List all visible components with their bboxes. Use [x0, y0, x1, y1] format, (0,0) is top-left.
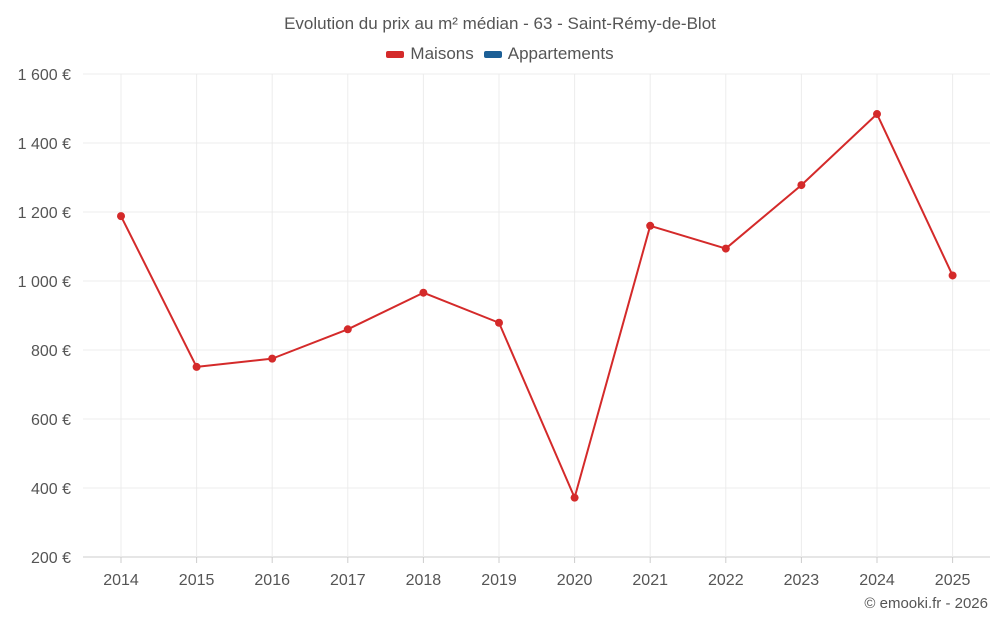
x-tick-label: 2019 [481, 572, 517, 589]
x-tick-label: 2022 [708, 572, 744, 589]
axis-layer: 200 € 400 € 600 € 800 € 1 000 € 1 200 € 1 400 … [18, 67, 971, 589]
data-point [570, 493, 579, 502]
chart-title: Evolution du prix au m² médian - 63 - Sa… [284, 14, 716, 33]
legend-swatch-maisons [386, 50, 405, 58]
x-tick-label: 2015 [179, 572, 215, 589]
legend-item-maisons[interactable]: Maisons [386, 44, 474, 64]
y-tick-label: 600 € [31, 412, 71, 429]
credit-text: © emooki.fr - 2026 [864, 595, 988, 612]
x-tick-label: 2025 [935, 572, 971, 589]
x-tick-label: 2017 [330, 572, 366, 589]
y-tick-label: 400 € [31, 481, 71, 498]
data-point [873, 110, 881, 119]
x-tick-label: 2021 [632, 572, 668, 589]
y-tick-label: 1 200 € [18, 205, 71, 222]
data-point [343, 325, 352, 334]
y-tick-label: 800 € [31, 343, 71, 360]
x-tick-label: 2018 [406, 572, 442, 589]
data-point [646, 221, 655, 230]
data-point [419, 288, 428, 297]
data-point [192, 362, 201, 371]
y-tick-label: 1 600 € [18, 67, 71, 84]
x-tick-label: 2020 [557, 572, 593, 589]
x-tick-label: 2014 [103, 572, 139, 589]
x-tick-label: 2024 [859, 572, 895, 589]
data-point [948, 271, 957, 280]
data-point [721, 244, 730, 253]
legend-label-maisons: Maisons [410, 44, 474, 63]
legend-label-appartements: Appartements [507, 44, 614, 63]
data-point [495, 318, 503, 327]
legend-item-appartements[interactable]: Appartements [483, 44, 614, 64]
x-tick-label: 2023 [784, 572, 820, 589]
y-tick-label: 1 400 € [18, 136, 71, 153]
x-tick-label: 2016 [254, 572, 290, 589]
series-line-maisons [120, 113, 954, 499]
legend: Maisons Appartements [0, 44, 1000, 64]
data-point [117, 212, 125, 221]
grid-layer [83, 73, 990, 558]
legend-swatch-appartements [483, 50, 502, 58]
data-point [797, 181, 806, 190]
series-layer [117, 110, 957, 502]
y-tick-label: 200 € [31, 550, 71, 567]
y-tick-label: 1 000 € [18, 274, 71, 291]
data-point [268, 354, 277, 363]
